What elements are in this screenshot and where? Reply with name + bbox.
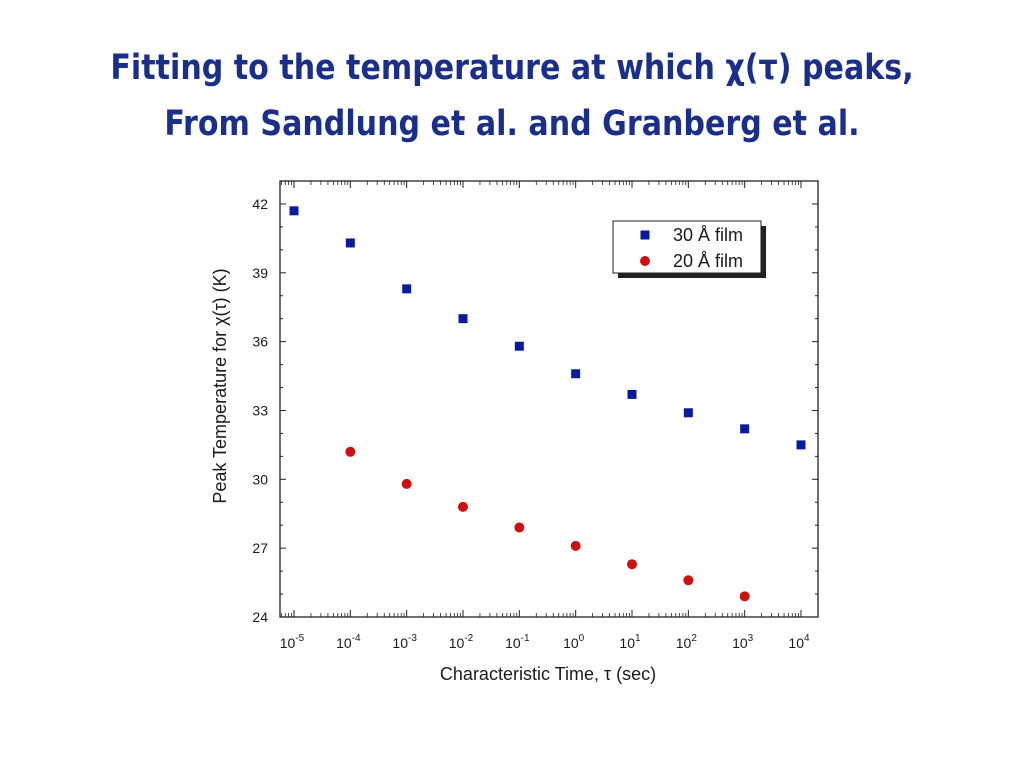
series-0-point (345, 238, 355, 248)
x-tick-label: 103 (732, 633, 754, 651)
x-tick-label: 102 (676, 633, 698, 651)
series-1-point (683, 575, 694, 586)
x-tick-label: 100 (563, 633, 585, 651)
y-tick-label: 36 (252, 334, 268, 350)
slide-title-line-1: Fitting to the temperature at which χ(τ)… (110, 48, 914, 88)
y-tick-label: 42 (252, 196, 268, 212)
series-0-point (683, 408, 693, 418)
series-0-point (571, 369, 581, 379)
slide-title: Fitting to the temperature at which χ(τ)… (72, 40, 953, 152)
y-tick-label: 30 (252, 471, 268, 487)
x-tick-label: 101 (619, 633, 641, 651)
legend-label: 30 Å film (673, 225, 743, 245)
series-0-point (796, 440, 806, 450)
series-0-point (627, 389, 637, 399)
legend-marker-circle (640, 256, 650, 266)
y-tick-label: 33 (252, 402, 268, 418)
x-axis-label: Characteristic Time, τ (sec) (440, 664, 656, 684)
series-1-point (739, 591, 750, 602)
x-tick-label: 10-4 (336, 633, 361, 651)
series-1-point (514, 522, 525, 533)
y-tick-label: 24 (252, 609, 268, 625)
y-tick-label: 27 (252, 540, 268, 556)
series-1-point (627, 559, 637, 570)
x-tick-label: 10-3 (392, 633, 417, 651)
x-tick-label: 10-2 (449, 633, 474, 651)
series-1-point (345, 446, 356, 457)
legend-marker-square (640, 230, 650, 240)
y-axis-label: Peak Temperature for χ(τ) (K) (210, 268, 230, 503)
x-tick-label: 10-5 (280, 633, 305, 651)
series-1-point (570, 540, 581, 551)
legend-box (612, 220, 762, 274)
x-tick-label: 10-1 (505, 633, 530, 651)
series-0-point (289, 206, 299, 216)
series-1-point (401, 478, 412, 489)
x-tick-label: 104 (788, 633, 810, 651)
series-0-point (458, 314, 468, 324)
series-0-point (514, 341, 524, 351)
y-tick-label: 39 (252, 265, 268, 281)
legend-label: 20 Å film (673, 251, 743, 271)
series-0-point (402, 284, 412, 294)
series-1-point (458, 501, 468, 512)
slide-title-line-2: From Sandlung et al. and Granberg et al. (164, 104, 860, 144)
series-0-point (740, 424, 750, 434)
plot-area-frame (279, 180, 819, 618)
